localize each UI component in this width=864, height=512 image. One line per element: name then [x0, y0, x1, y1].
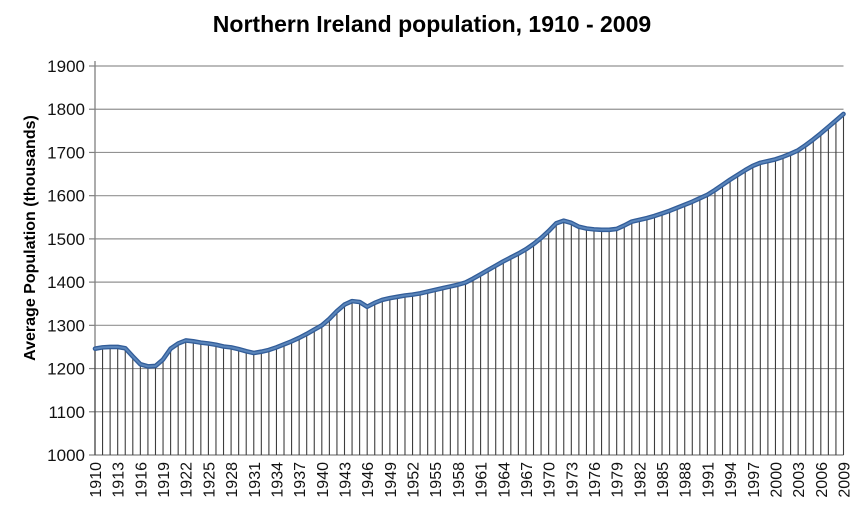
x-tick-label: 1961: [474, 462, 491, 498]
x-tick-label: 1937: [292, 462, 309, 498]
y-tick-label: 1200: [47, 360, 85, 379]
x-tick-label: 1994: [723, 462, 740, 498]
y-tick-label: 1800: [47, 100, 85, 119]
x-tick-label: 1997: [746, 462, 763, 498]
x-tick-label: 1940: [315, 462, 332, 498]
x-tick-label: 1910: [88, 462, 105, 498]
y-tick-label: 1700: [47, 143, 85, 162]
x-tick-label: 1931: [247, 462, 264, 498]
y-tick-label: 1900: [47, 57, 85, 76]
series-line: [92, 111, 846, 369]
series-line-highlight: [94, 112, 845, 368]
chart-title: Northern Ireland population, 1910 - 2009: [212, 11, 652, 37]
x-tick-label: 1979: [610, 462, 627, 498]
x-tick-label: 1946: [360, 462, 377, 498]
y-tick-label: 1300: [47, 316, 85, 335]
x-tick-label: 1988: [678, 462, 695, 498]
x-tick-label: 1949: [383, 462, 400, 498]
x-tick-label: 1985: [655, 462, 672, 498]
x-tick-label: 1952: [406, 462, 423, 498]
x-tick-label: 1976: [587, 462, 604, 498]
x-tick-label: 1964: [496, 462, 513, 498]
x-tick-label: 1958: [451, 462, 468, 498]
x-tick-label: 1916: [133, 462, 150, 498]
x-tick-label: 2006: [814, 462, 831, 498]
x-tick-label: 1970: [542, 462, 559, 498]
x-tick-label: 1991: [700, 462, 717, 498]
y-tick-label: 1500: [47, 230, 85, 249]
x-tick-label: 1934: [269, 462, 286, 498]
y-tick-label: 1100: [48, 403, 85, 422]
x-tick-label: 2003: [791, 462, 808, 498]
x-tick-label: 1922: [179, 462, 196, 498]
y-tick-label: 1600: [47, 187, 85, 206]
x-tick-label: 2000: [768, 462, 785, 498]
x-tick-label: 1928: [224, 462, 241, 498]
x-tick-label: 1919: [156, 462, 173, 498]
x-tick-label: 1913: [111, 462, 128, 498]
x-tick-label: 1967: [519, 462, 536, 498]
x-tick-label: 1973: [564, 462, 581, 498]
y-tick-label: 1000: [47, 446, 85, 465]
x-tick-label: 2009: [837, 462, 854, 498]
x-tick-label: 1925: [201, 462, 218, 498]
x-tick-label: 1982: [632, 462, 649, 498]
y-tick-label: 1400: [47, 273, 85, 292]
x-tick-label: 1943: [338, 462, 355, 498]
x-tick-label: 1955: [428, 462, 445, 498]
